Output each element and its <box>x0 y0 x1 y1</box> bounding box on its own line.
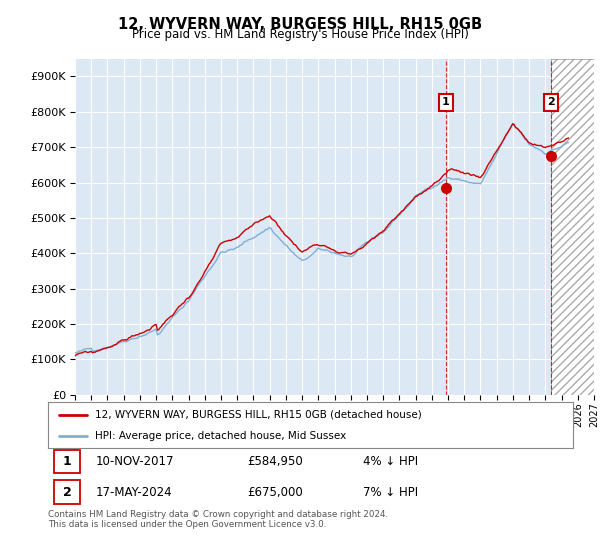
Text: 12, WYVERN WAY, BURGESS HILL, RH15 0GB: 12, WYVERN WAY, BURGESS HILL, RH15 0GB <box>118 17 482 32</box>
Text: £675,000: £675,000 <box>248 486 303 498</box>
Text: Price paid vs. HM Land Registry's House Price Index (HPI): Price paid vs. HM Land Registry's House … <box>131 28 469 41</box>
Text: £584,950: £584,950 <box>248 455 303 468</box>
Text: 2: 2 <box>547 97 555 108</box>
Text: HPI: Average price, detached house, Mid Sussex: HPI: Average price, detached house, Mid … <box>95 431 347 441</box>
Bar <box>551 59 594 395</box>
Text: 1: 1 <box>62 455 71 468</box>
Bar <box>551 59 594 395</box>
Text: 17-MAY-2024: 17-MAY-2024 <box>95 486 172 498</box>
FancyBboxPatch shape <box>54 450 79 473</box>
Text: 10-NOV-2017: 10-NOV-2017 <box>95 455 174 468</box>
Text: Contains HM Land Registry data © Crown copyright and database right 2024.
This d: Contains HM Land Registry data © Crown c… <box>48 510 388 529</box>
Text: 7% ↓ HPI: 7% ↓ HPI <box>363 486 418 498</box>
Text: 1: 1 <box>442 97 449 108</box>
Text: 4% ↓ HPI: 4% ↓ HPI <box>363 455 418 468</box>
FancyBboxPatch shape <box>54 480 79 504</box>
Text: 12, WYVERN WAY, BURGESS HILL, RH15 0GB (detached house): 12, WYVERN WAY, BURGESS HILL, RH15 0GB (… <box>95 409 422 419</box>
Text: 2: 2 <box>62 486 71 498</box>
